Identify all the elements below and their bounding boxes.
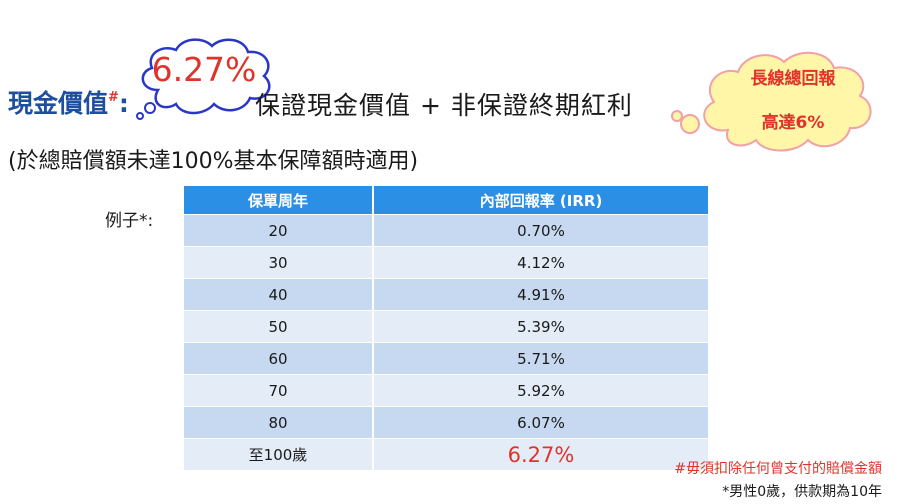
cell-irr: 6.07% <box>373 406 708 439</box>
thought-cloud-right <box>671 51 872 152</box>
table-header-row: 保單周年 內部回報率 (IRR) <box>184 186 708 215</box>
cell-irr: 5.71% <box>373 342 708 375</box>
heading-title-mark: # <box>108 89 119 105</box>
thought-cloud-left <box>136 38 271 120</box>
table-row-highlight: 至100歲 6.27% <box>184 438 708 470</box>
cell-irr: 5.39% <box>373 310 708 343</box>
cloud-left-value: 6.27% <box>151 50 257 89</box>
heading-colon: : <box>118 89 129 118</box>
table-row: 70 5.92% <box>184 374 708 407</box>
cell-irr: 0.70% <box>373 214 708 247</box>
table-row: 50 5.39% <box>184 310 708 343</box>
heading-title: 現金價值#: <box>8 84 129 120</box>
cell-year: 50 <box>184 310 374 343</box>
cell-irr: 4.12% <box>373 246 708 279</box>
cloud-right-line1: 長線總回報 <box>750 69 836 89</box>
irr-table: 保單周年 內部回報率 (IRR) 20 0.70% 30 4.12% 40 4.… <box>184 186 708 470</box>
subtitle: (於總賠償額未達100%基本保障額時適用) <box>8 149 419 174</box>
table-row: 20 0.70% <box>184 214 708 247</box>
table-row: 80 6.07% <box>184 406 708 439</box>
cell-year: 80 <box>184 406 374 439</box>
footnote-claims: #毋須扣除任何曾支付的賠償金額 <box>674 461 882 477</box>
header-irr: 內部回報率 (IRR) <box>373 186 708 215</box>
cell-irr-highlight: 6.27% <box>373 438 708 470</box>
cell-year: 70 <box>184 374 374 407</box>
cell-year: 至100歲 <box>184 438 374 470</box>
header-policy-year: 保單周年 <box>184 186 374 215</box>
cell-irr: 5.92% <box>373 374 708 407</box>
table-row: 30 4.12% <box>184 246 708 279</box>
cell-year: 40 <box>184 278 374 311</box>
cell-year: 20 <box>184 214 374 247</box>
cell-irr: 4.91% <box>373 278 708 311</box>
cell-year: 30 <box>184 246 374 279</box>
cell-year: 60 <box>184 342 374 375</box>
table-row: 60 5.71% <box>184 342 708 375</box>
heading-formula: 保證現金價值 + 非保證終期紅利 <box>255 91 633 120</box>
footnote-assumption: *男性0歲，供款期為10年 <box>722 484 882 500</box>
heading-title-text: 現金價值 <box>8 89 109 118</box>
example-label: 例子*: <box>105 211 154 231</box>
table-row: 40 4.91% <box>184 278 708 311</box>
cloud-right-line2: 高達6% <box>761 113 825 133</box>
